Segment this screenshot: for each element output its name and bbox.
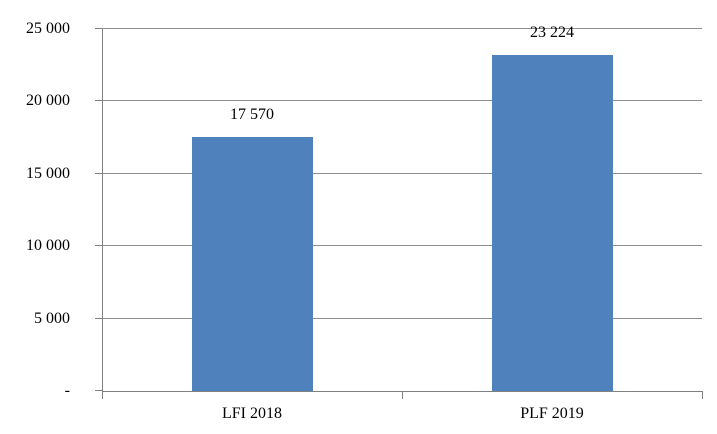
y-tick [95, 318, 102, 319]
y-tick [95, 100, 102, 101]
bar-lfi-2018 [192, 137, 313, 391]
y-tick-label: 5 000 [34, 310, 70, 327]
y-tick-label: 10 000 [26, 237, 70, 254]
y-axis-line [102, 29, 103, 399]
y-tick-label: 25 000 [26, 20, 70, 37]
y-tick-label: 20 000 [26, 92, 70, 109]
y-tick-label: - [64, 382, 70, 399]
x-category-label: PLF 2019 [520, 405, 584, 422]
gridline [102, 173, 702, 174]
x-tick [402, 391, 403, 399]
gridline [102, 245, 702, 246]
gridline [102, 100, 702, 101]
y-tick [95, 245, 102, 246]
x-category-label: LFI 2018 [222, 405, 282, 422]
y-tick [95, 28, 102, 29]
gridline [102, 28, 702, 29]
x-tick [702, 391, 703, 399]
bar-plf-2019 [492, 55, 613, 391]
gridline [102, 318, 702, 319]
y-tick [95, 173, 102, 174]
x-tick [102, 391, 103, 399]
y-tick [95, 390, 102, 391]
y-tick-label: 15 000 [26, 165, 70, 182]
bar-value-label: 17 570 [230, 106, 274, 123]
bar-value-label: 23 224 [530, 24, 574, 41]
